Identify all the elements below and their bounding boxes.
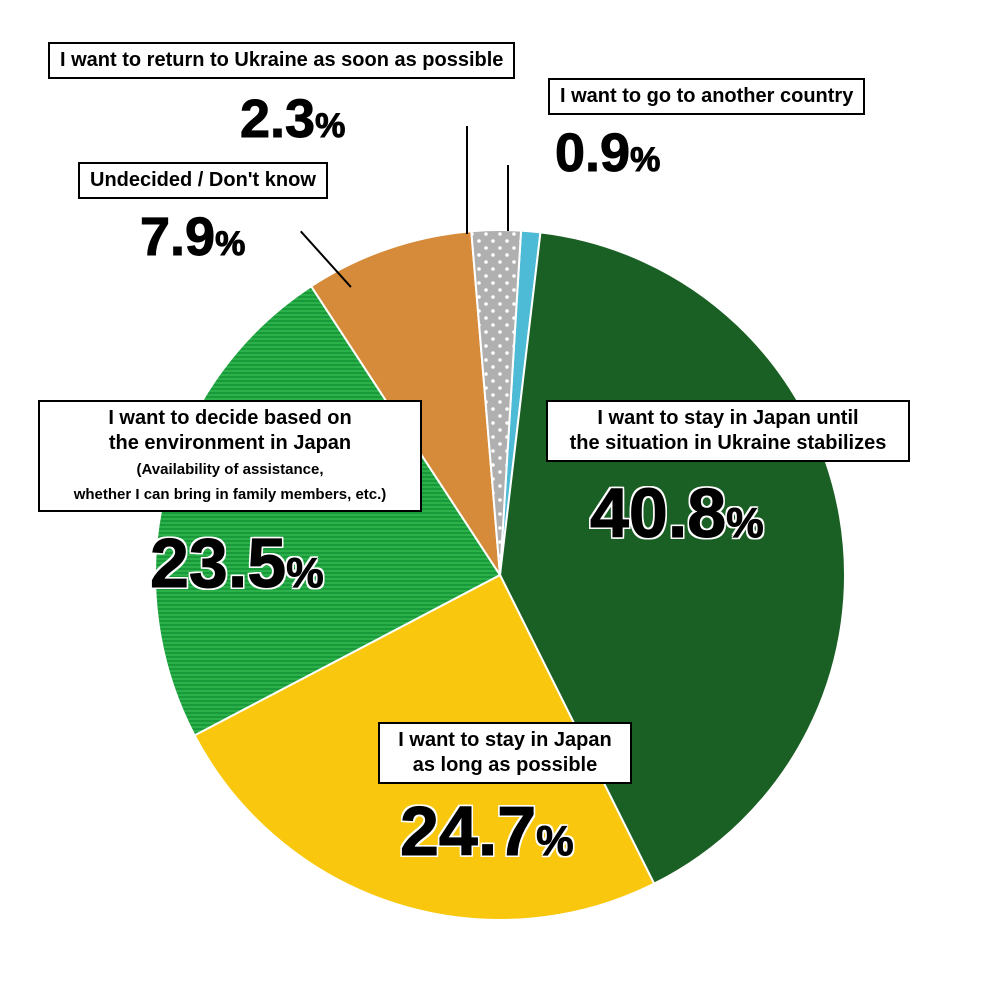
label-text-line2: the environment in Japan	[109, 432, 351, 454]
value-stay-stabilize: 40.8%	[590, 478, 764, 548]
label-return-asap: I want to return to Ukraine as soon as p…	[48, 42, 515, 79]
label-stay-stabilize: I want to stay in Japan until the situat…	[546, 400, 910, 462]
label-subtext-line2: whether I can bring in family members, e…	[74, 486, 387, 503]
label-undecided: Undecided / Don't know	[78, 162, 328, 199]
value-stay-long: 24.7%	[400, 796, 574, 866]
leader-line	[466, 126, 468, 234]
value-another-country: 0.9%	[555, 126, 660, 180]
value-undecided: 7.9%	[140, 210, 245, 264]
label-text-line1: I want to stay in Japan	[398, 729, 611, 751]
label-another-country: I want to go to another country	[548, 78, 865, 115]
value-decide-env: 23.5%	[150, 528, 324, 598]
label-text: I want to go to another country	[560, 85, 853, 107]
value-return-asap: 2.3%	[240, 92, 345, 146]
label-decide-env: I want to decide based on the environmen…	[38, 400, 422, 512]
label-text-line2: the situation in Ukraine stabilizes	[570, 432, 887, 454]
label-text: I want to return to Ukraine as soon as p…	[60, 49, 503, 71]
label-text: Undecided / Don't know	[90, 169, 316, 191]
label-text-line1: I want to decide based on	[108, 407, 351, 429]
leader-line	[507, 165, 509, 231]
label-subtext-line1: (Availability of assistance,	[136, 461, 323, 478]
pie-chart-container: I want to return to Ukraine as soon as p…	[0, 0, 1000, 986]
label-text-line1: I want to stay in Japan until	[597, 407, 858, 429]
label-stay-long: I want to stay in Japan as long as possi…	[378, 722, 632, 784]
label-text-line2: as long as possible	[413, 754, 598, 776]
